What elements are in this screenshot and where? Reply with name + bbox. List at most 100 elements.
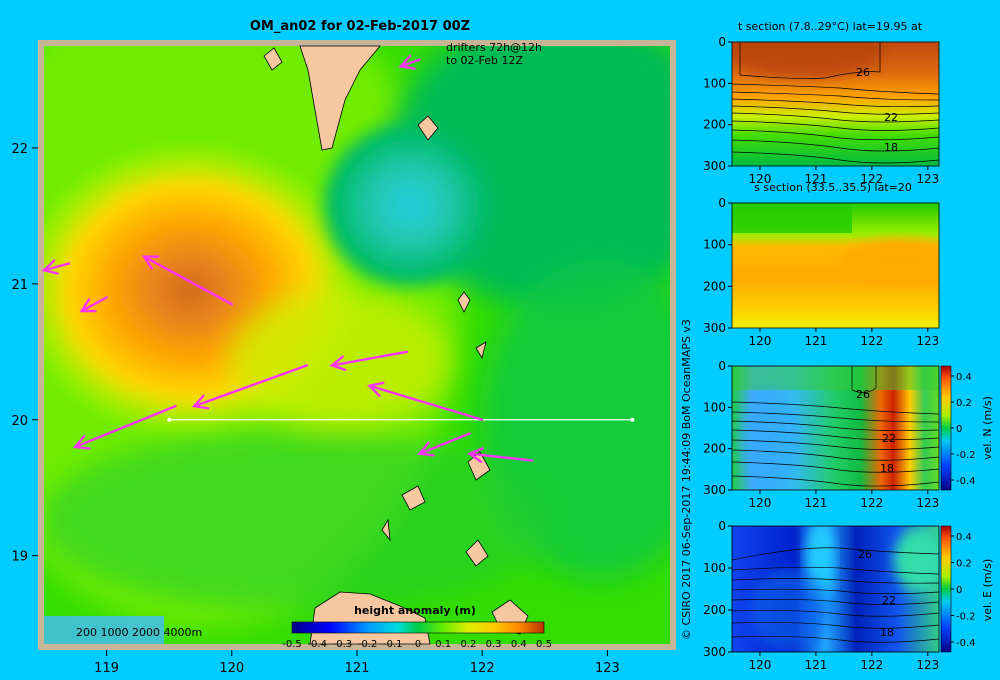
vel-e-plot [732, 526, 939, 652]
drifter-track [41, 259, 71, 275]
section-xtick-label: 122 [860, 658, 883, 672]
section-ytick-label: 200 [703, 603, 726, 617]
section-xtick-label: 122 [860, 172, 883, 186]
t-section-title: t section (7.8..29°C) lat=19.95 at [738, 20, 923, 33]
section-xtick-label: 123 [916, 334, 939, 348]
contour-label: 26 [858, 548, 872, 561]
map-ytick-label: 19 [11, 550, 28, 565]
section-xtick-label: 120 [749, 496, 772, 510]
vel-n-contour-labels: 26 22 18 [856, 388, 896, 475]
taiwan-land [299, 45, 381, 151]
map-colorbar-title: height anomaly (m) [354, 604, 476, 617]
t-section-contour-labels: 26 22 18 [856, 66, 898, 154]
section-xtick-label: 120 [749, 172, 772, 186]
contour-label: 18 [880, 626, 894, 639]
section-ytick-label: 0 [718, 359, 726, 373]
drifters-note-line-2: to 02-Feb 12Z [446, 54, 523, 67]
vel-e-colorbar-label: vel. E (m/s) [981, 559, 994, 622]
drifter-track [191, 364, 309, 410]
section-xtick-label: 122 [860, 496, 883, 510]
section-ytick-label: 100 [703, 238, 726, 252]
depth-legend: 200 1000 2000 4000m [76, 626, 202, 639]
s-section-axes: 120 121 122 123 0 100 200 300 [703, 196, 939, 348]
drifter-track [329, 350, 409, 372]
map-colorbar: height anomaly (m) -0.5 -0.4 -0.3 -0.2 -0.1 0… [282, 604, 552, 650]
island [465, 539, 489, 567]
map-ytick-label: 21 [11, 278, 28, 293]
drifter-track [72, 404, 177, 450]
island [401, 485, 426, 511]
t-section-frame [731, 41, 940, 167]
credit-text: © CSIRO 2017 06-Sep-2017 19:44:09 BoM Oc… [680, 319, 693, 640]
vel-e-colorbar: 0.4 0.2 0 -0.2 -0.4 vel. E (m/s) [940, 525, 994, 653]
map-xtick-label: 120 [219, 661, 244, 676]
map-ytick-label: 22 [11, 142, 28, 157]
vel-e-contour-labels: 26 22 18 [858, 548, 896, 639]
map-colorbar-tick: 0.4 [511, 639, 527, 650]
island [457, 291, 471, 313]
map-xtick-label: 123 [595, 661, 620, 676]
colorbar-tick-label: -0.2 [956, 450, 976, 461]
map-ytick-label: 20 [11, 414, 28, 429]
svg-text:200 1000 2000 4000m: 200 1000 2000 4000m [76, 626, 202, 639]
drifter-track [79, 296, 108, 313]
section-ytick-label: 300 [703, 159, 726, 173]
s-section-plot [732, 203, 939, 328]
vel-n-colorbar-label: vel. N (m/s) [981, 396, 994, 460]
map-colorbar-bar [291, 621, 545, 634]
colorbar-tick-label: 0.2 [956, 398, 972, 409]
section-xtick-label: 120 [749, 334, 772, 348]
section-ytick-label: 200 [703, 279, 726, 293]
vel-n-plot [732, 366, 939, 490]
vel-e-frame [731, 525, 940, 653]
contour-label: 18 [884, 141, 898, 154]
s-section-title: s section (33.5..35.5) lat=20 [754, 181, 912, 194]
contour-label: 22 [884, 111, 898, 124]
island [475, 341, 487, 360]
contour-label: 26 [856, 66, 870, 79]
map-xtick-label: 122 [470, 661, 495, 676]
map-title: OM_an02 for 02-Feb-2017 00Z [250, 19, 470, 34]
section-xtick-label: 121 [804, 496, 827, 510]
drifter-track [367, 381, 484, 421]
map-colorbar-tick: -0.5 [282, 639, 302, 650]
colorbar-tick-label: -0.2 [956, 612, 976, 623]
map-colorbar-tick: 0.2 [460, 639, 476, 650]
colorbar-tick-label: 0.4 [956, 532, 972, 543]
map-colorbar-tick: -0.2 [358, 639, 378, 650]
drifters-note: drifters 72h@12h to 02-Feb 12Z [446, 41, 542, 67]
t-section-axes: 120 121 122 123 0 100 200 300 [703, 35, 939, 186]
vel-n-colorbar: 0.4 0.2 0 -0.2 -0.4 vel. N (m/s) [940, 365, 994, 491]
s-section-frame [731, 202, 940, 329]
map-colorbar-tick: -0.4 [307, 639, 327, 650]
map-colorbar-tick: 0 [415, 639, 421, 650]
section-xtick-label: 121 [804, 172, 827, 186]
section-ytick-label: 100 [703, 561, 726, 575]
section-ytick-label: 100 [703, 76, 726, 90]
section-ytick-label: 300 [703, 321, 726, 335]
section-xtick-label: 123 [916, 496, 939, 510]
t-section-plot [732, 42, 939, 166]
map-colorbar-tick: 0.3 [486, 639, 502, 650]
map-field [44, 46, 670, 644]
drifter-tracks [41, 54, 534, 463]
section-ytick-label: 0 [718, 519, 726, 533]
drifter-track [417, 432, 471, 457]
section-ytick-label: 100 [703, 400, 726, 414]
section-ytick-label: 200 [703, 118, 726, 132]
section-ytick-label: 0 [718, 35, 726, 49]
section-xtick-label: 120 [749, 658, 772, 672]
map-axes: 119 120 121 122 123 19 20 21 22 [11, 142, 619, 676]
contour-label: 18 [880, 462, 894, 475]
island [417, 115, 439, 141]
contour-label: 22 [882, 594, 896, 607]
drifter-track [467, 447, 534, 463]
vel-n-frame [731, 365, 940, 491]
map-xtick-label: 119 [94, 661, 119, 676]
section-xtick-label: 121 [804, 334, 827, 348]
section-xtick-label: 122 [860, 334, 883, 348]
contour-label: 26 [856, 388, 870, 401]
map-colorbar-tick: 0.5 [536, 639, 552, 650]
section-ytick-label: 0 [718, 196, 726, 210]
